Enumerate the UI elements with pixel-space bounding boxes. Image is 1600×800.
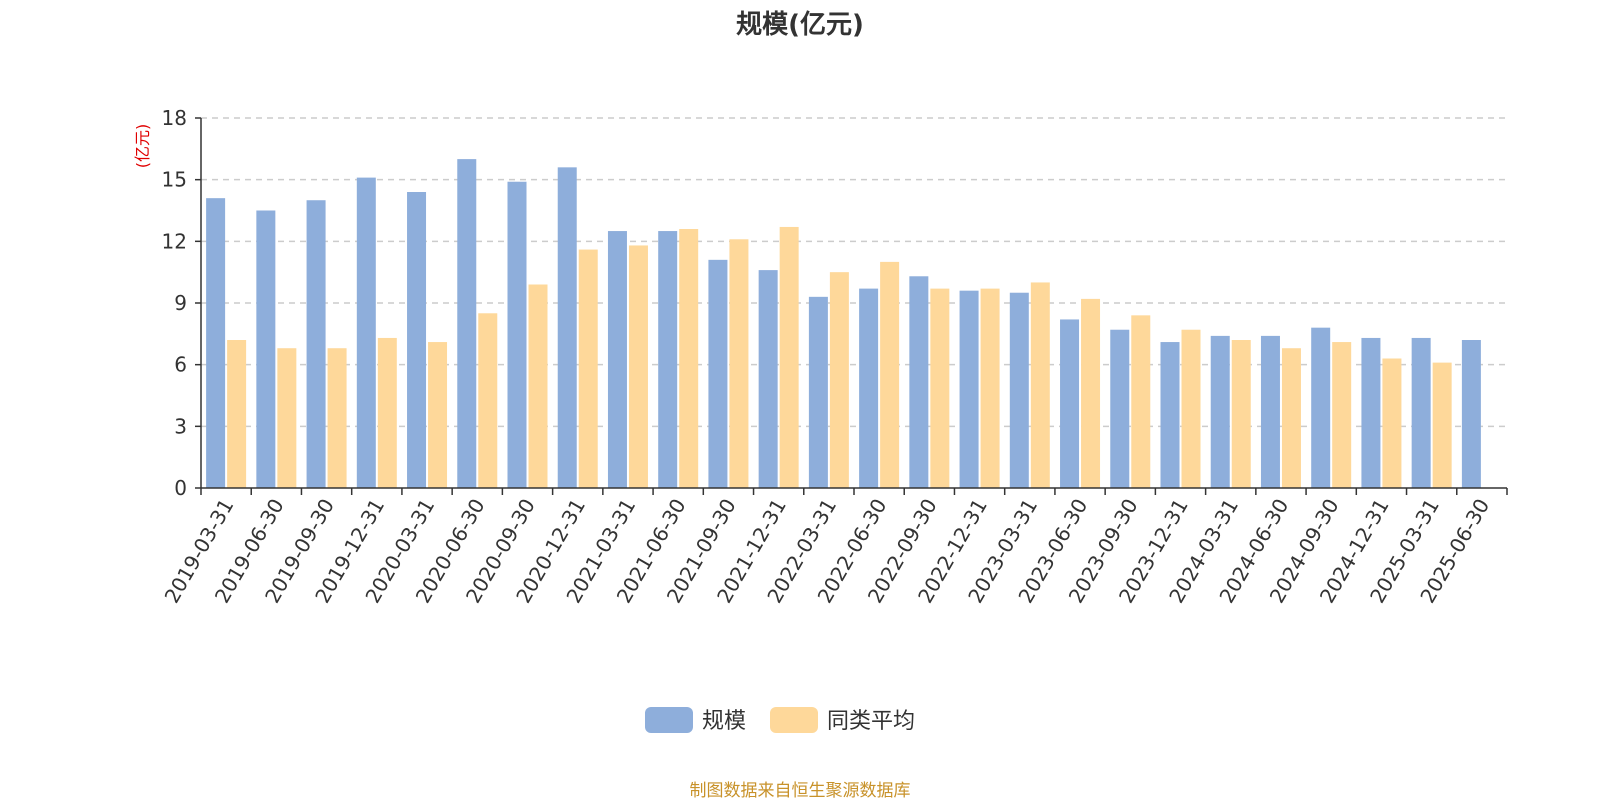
bar-scale	[1311, 327, 1331, 488]
bar-scale	[1461, 340, 1481, 488]
bar-scale	[1110, 329, 1130, 488]
bar-scale	[206, 198, 226, 488]
bar-scale	[1260, 335, 1280, 488]
legend-swatch	[770, 707, 818, 733]
legend-swatch	[645, 707, 693, 733]
bars	[206, 159, 1481, 489]
bar-scale	[808, 296, 828, 488]
y-tick-label: 3	[174, 414, 187, 438]
chart-title: 规模(亿元)	[736, 10, 864, 40]
bar-peer-average	[277, 348, 297, 488]
bar-peer-average	[1281, 348, 1301, 488]
bar-peer-average	[729, 239, 749, 488]
bar-scale	[1361, 337, 1381, 488]
bar-peer-average	[1131, 315, 1151, 488]
bar-peer-average	[578, 249, 598, 488]
bar-peer-average	[227, 340, 247, 488]
bar-peer-average	[478, 313, 498, 488]
bar-scale	[356, 177, 376, 488]
bar-scale	[959, 290, 979, 488]
bar-peer-average	[1181, 329, 1201, 488]
legend-label: 同类平均	[827, 709, 915, 734]
bar-scale	[557, 167, 577, 489]
bar-peer-average	[930, 288, 950, 488]
legend: 规模 同类平均	[645, 707, 915, 734]
bar-peer-average	[377, 337, 397, 488]
legend-label: 规模	[702, 709, 746, 734]
bar-scale	[1160, 342, 1180, 488]
bar-peer-average	[1382, 358, 1402, 488]
bar-scale	[909, 276, 929, 488]
bar-scale	[507, 181, 527, 488]
bar-scale	[607, 231, 627, 489]
bar-peer-average	[327, 348, 347, 488]
y-tick-label: 18	[162, 106, 187, 130]
bar-peer-average	[779, 226, 799, 488]
bar-scale	[256, 210, 276, 488]
grid-lines	[201, 117, 1507, 428]
y-tick-label: 12	[162, 229, 187, 253]
y-tick-label: 15	[162, 168, 187, 192]
bar-peer-average	[980, 288, 1000, 488]
bar-peer-average	[628, 245, 648, 488]
bar-peer-average	[1432, 362, 1452, 488]
bar-peer-average	[428, 342, 448, 488]
bar-peer-average	[1231, 340, 1251, 488]
y-axis-unit-label: (亿元)	[133, 124, 152, 169]
bar-peer-average	[1081, 298, 1101, 488]
bar-scale	[407, 192, 427, 488]
source-note: 制图数据来自恒生聚源数据库	[690, 781, 911, 800]
bar-scale	[708, 259, 728, 488]
bar-scale	[859, 288, 879, 488]
y-axis-ticks: 0 3 6 9 12 15 18	[162, 106, 201, 500]
bar-scale	[457, 159, 477, 488]
bar-scale	[1009, 292, 1029, 488]
bar-peer-average	[880, 261, 900, 488]
bar-scale	[758, 270, 778, 488]
bar-peer-average	[679, 229, 699, 488]
y-tick-label: 6	[174, 353, 187, 377]
y-tick-label: 0	[174, 476, 187, 500]
bar-scale	[306, 200, 326, 488]
y-tick-label: 9	[174, 291, 187, 315]
bar-scale	[1060, 319, 1080, 488]
bar-scale	[1210, 335, 1230, 488]
bar-scale	[658, 231, 678, 489]
legend-item[interactable]: 同类平均	[770, 707, 915, 734]
bar-scale	[1411, 337, 1431, 488]
bar-peer-average	[1030, 282, 1050, 488]
legend-item[interactable]: 规模	[645, 707, 746, 734]
bar-peer-average	[829, 272, 849, 488]
x-axis-ticks: 2019-03-312019-06-302019-09-302019-12-31…	[160, 488, 1508, 607]
bar-peer-average	[528, 284, 548, 488]
bar-peer-average	[1332, 342, 1352, 488]
